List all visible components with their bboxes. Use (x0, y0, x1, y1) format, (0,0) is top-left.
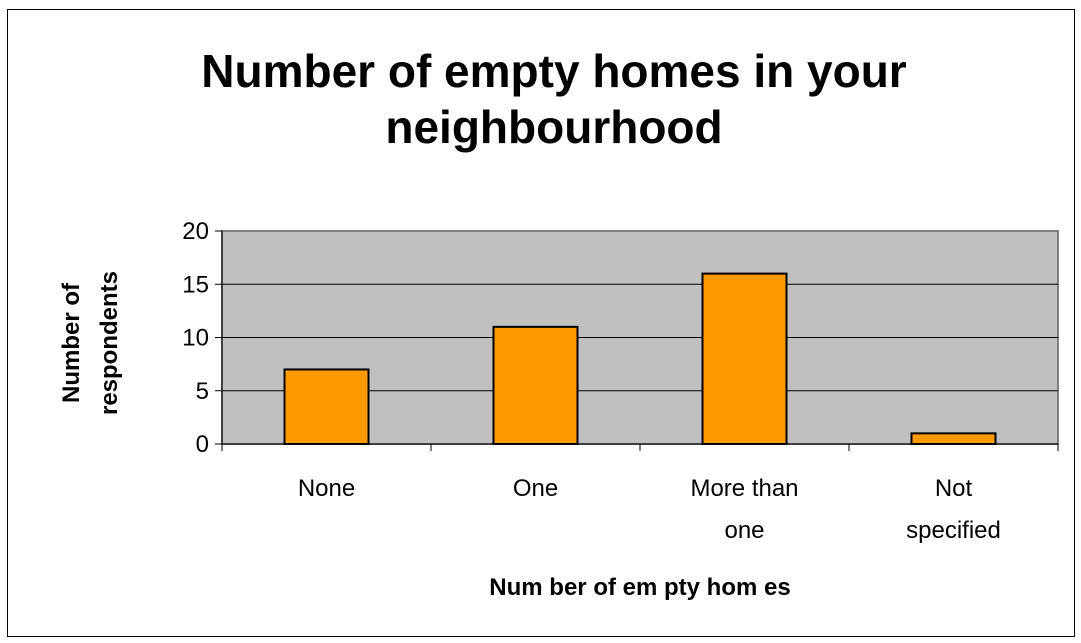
y-tick-label: 20 (182, 218, 209, 245)
x-axis-title: Num ber of em pty hom es (489, 574, 790, 601)
y-tick-labels: 0 5 10 15 20 (182, 218, 209, 458)
bar (910, 432, 997, 446)
y-axis-title-line-1: Number of (58, 282, 85, 403)
chart-title: Number of empty homes in your neighbourh… (201, 45, 907, 153)
chart-title-line-2: neighbourhood (385, 101, 722, 153)
y-axis-title: Number of respondents (58, 271, 123, 415)
bar (283, 368, 370, 446)
x-tick-label: None (298, 475, 355, 502)
chart-title-line-1: Number of empty homes in your (201, 45, 907, 97)
bar (701, 272, 788, 445)
bar-series (283, 272, 997, 446)
x-tick-label: More than (690, 475, 798, 502)
x-tick-label: specified (906, 517, 1001, 544)
y-tick-label: 10 (182, 325, 209, 352)
x-tick-labels: None One More than one Not specified (298, 475, 1001, 544)
x-tick-label: Not (935, 475, 973, 502)
x-tick-label: one (724, 517, 764, 544)
axes (215, 230, 1059, 451)
y-tick-label: 0 (196, 431, 209, 458)
bar (492, 325, 579, 446)
x-tick-label: One (513, 475, 558, 502)
y-tick-label: 5 (196, 378, 209, 405)
y-axis-title-line-2: respondents (96, 271, 123, 415)
y-tick-label: 15 (182, 271, 209, 298)
